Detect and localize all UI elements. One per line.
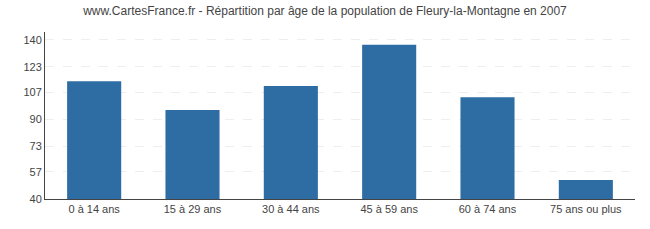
svg-text:140: 140 (23, 34, 41, 46)
svg-text:45 à 59 ans: 45 à 59 ans (360, 203, 418, 215)
svg-text:57: 57 (30, 166, 42, 178)
svg-text:123: 123 (23, 61, 41, 73)
svg-text:73: 73 (30, 140, 42, 152)
svg-text:15 à 29 ans: 15 à 29 ans (164, 203, 222, 215)
svg-text:107: 107 (23, 86, 41, 98)
svg-text:0 à 14 ans: 0 à 14 ans (68, 203, 120, 215)
svg-text:75 ans ou plus: 75 ans ou plus (550, 203, 622, 215)
svg-text:60 à 74 ans: 60 à 74 ans (459, 203, 517, 215)
svg-text:90: 90 (30, 113, 42, 125)
svg-text:40: 40 (30, 193, 42, 205)
svg-text:www.CartesFrance.fr - Répartit: www.CartesFrance.fr - Répartition par âg… (82, 4, 567, 18)
svg-text:30 à 44 ans: 30 à 44 ans (262, 203, 320, 215)
